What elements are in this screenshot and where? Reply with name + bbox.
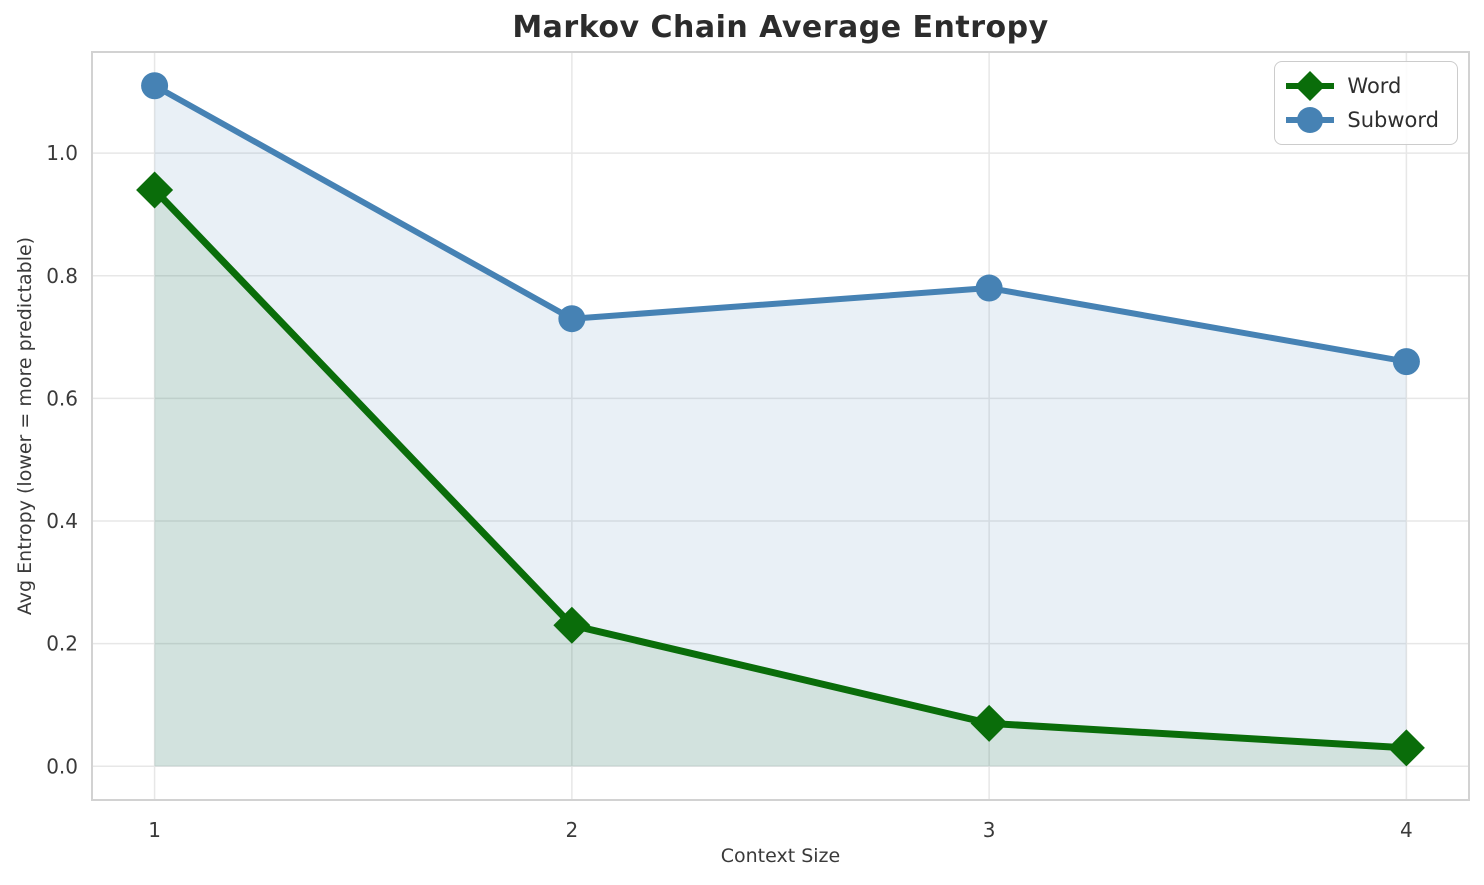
- legend-marker-word-diamond-icon: [1286, 71, 1335, 101]
- legend-item-subword: Subword: [1285, 104, 1439, 136]
- y-tick-label: 0.6: [46, 386, 78, 410]
- legend-item-word: Word: [1285, 70, 1439, 102]
- series-line-subword: [151, 82, 1410, 365]
- legend: Word Subword: [1274, 61, 1458, 145]
- legend-label-word: Word: [1347, 73, 1402, 98]
- area-fill-subword: [154, 85, 1407, 767]
- x-tick-label: 2: [565, 818, 578, 842]
- plot-border: [91, 51, 1470, 801]
- x-axis-label: Context Size: [720, 845, 841, 867]
- x-tick-label: 3: [983, 818, 996, 842]
- marker-subword-1: [141, 72, 169, 100]
- legend-label-subword: Subword: [1347, 107, 1439, 132]
- y-tick-label: 0.4: [46, 509, 78, 533]
- area-fill-word: [154, 189, 1407, 767]
- marker-word-2: [553, 606, 591, 644]
- x-tick-label: 1: [148, 818, 161, 842]
- y-tick-label: 0.8: [46, 264, 78, 288]
- legend-marker-subword-circle-icon: [1286, 107, 1335, 133]
- y-tick-label: 0.2: [46, 632, 78, 656]
- marker-subword-4: [1392, 348, 1420, 376]
- y-tick-label: 1.0: [46, 141, 78, 165]
- marker-subword-3: [975, 274, 1003, 302]
- chart-title: Markov Chain Average Entropy: [512, 10, 1049, 45]
- marker-word-1: [136, 171, 174, 209]
- y-tick-label: 0.0: [46, 754, 78, 778]
- x-tick-label: 4: [1400, 818, 1413, 842]
- marker-word-3: [970, 704, 1008, 742]
- marker-subword-2: [558, 305, 586, 333]
- series-line-word: [151, 186, 1410, 752]
- marker-word-4: [1387, 729, 1425, 767]
